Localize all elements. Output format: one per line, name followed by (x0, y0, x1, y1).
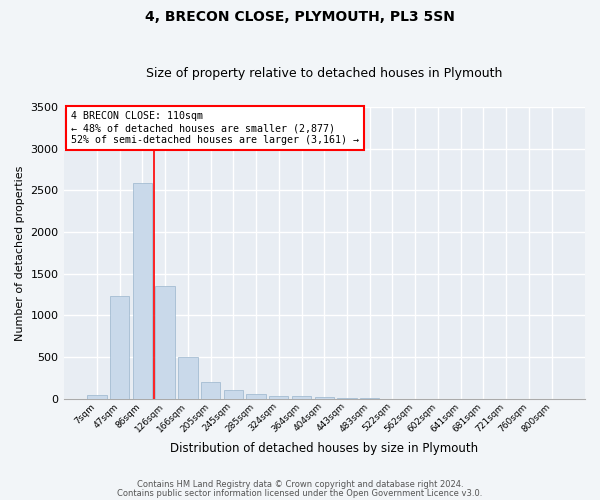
Bar (314, 397, 334, 399)
Bar (178, 357, 197, 399)
Bar (110, 296, 130, 399)
Bar (224, 390, 243, 399)
Title: Size of property relative to detached houses in Plymouth: Size of property relative to detached ho… (146, 66, 502, 80)
Bar (269, 396, 289, 399)
Bar (201, 382, 220, 399)
Bar (87, 394, 107, 399)
Bar (247, 394, 266, 399)
Text: Contains public sector information licensed under the Open Government Licence v3: Contains public sector information licen… (118, 489, 482, 498)
X-axis label: Distribution of detached houses by size in Plymouth: Distribution of detached houses by size … (170, 442, 478, 455)
Bar (133, 183, 152, 399)
Text: 4 BRECON CLOSE: 110sqm
← 48% of detached houses are smaller (2,877)
52% of semi-: 4 BRECON CLOSE: 110sqm ← 48% of detached… (71, 112, 359, 144)
Bar (155, 286, 175, 399)
Text: 4, BRECON CLOSE, PLYMOUTH, PL3 5SN: 4, BRECON CLOSE, PLYMOUTH, PL3 5SN (145, 10, 455, 24)
Text: Contains HM Land Registry data © Crown copyright and database right 2024.: Contains HM Land Registry data © Crown c… (137, 480, 463, 489)
Y-axis label: Number of detached properties: Number of detached properties (15, 165, 25, 340)
Bar (292, 396, 311, 399)
